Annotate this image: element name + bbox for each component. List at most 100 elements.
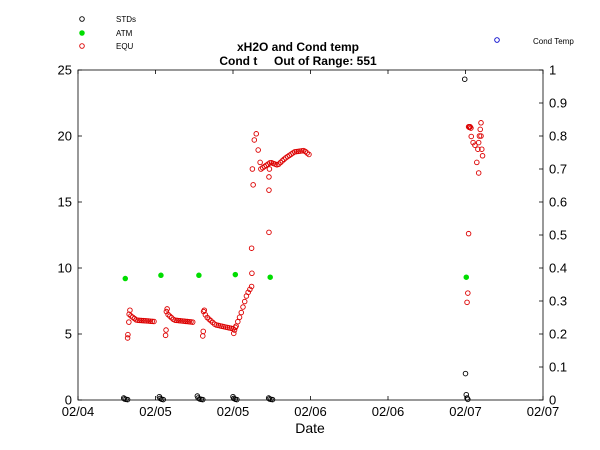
- data-point: [127, 307, 133, 313]
- y-tick-label: 0: [65, 393, 72, 408]
- series-equ: [124, 120, 486, 341]
- data-point: [165, 311, 171, 318]
- legend-marker-atm: [79, 30, 85, 36]
- data-point: [232, 271, 239, 278]
- data-point: [267, 160, 273, 166]
- y2-tick-label: 0.6: [549, 195, 567, 210]
- data-point: [474, 159, 480, 166]
- data-point: [200, 328, 206, 335]
- data-point: [151, 318, 157, 325]
- secondary-legend: Cond Temp: [494, 37, 574, 46]
- y2-tick-label: 0.4: [549, 261, 567, 276]
- data-point: [250, 182, 256, 188]
- data-point: [463, 274, 470, 280]
- data-point: [466, 124, 473, 130]
- chart-title: xH2O and Cond temp: [237, 40, 359, 54]
- x-tick-label: 02/05: [139, 404, 172, 419]
- data-point: [479, 146, 485, 152]
- legend-marker-cond-temp: [494, 37, 500, 43]
- chart-subtitle: Cond t Out of Range: 551: [219, 54, 377, 68]
- x-tick-label: 02/05: [217, 404, 250, 419]
- data-point: [158, 272, 164, 279]
- data-point: [247, 286, 253, 293]
- y2-axis-ticks: 0 0.1 0.2 0.3 0.4 0.5 0.6 0.7 0.8 0.9 1: [539, 63, 567, 408]
- data-point: [472, 142, 478, 148]
- y2-tick-label: 0: [549, 393, 556, 408]
- y-tick-label: 10: [58, 261, 72, 276]
- data-point: [122, 275, 129, 282]
- data-point: [140, 317, 147, 324]
- data-point: [230, 325, 236, 332]
- data-point: [164, 306, 170, 312]
- data-point: [167, 313, 173, 319]
- data-point: [240, 304, 246, 310]
- data-point: [147, 318, 154, 324]
- data-point: [168, 315, 175, 321]
- y2-tick-label: 0.3: [549, 294, 567, 309]
- y2-tick-label: 0.8: [549, 129, 567, 144]
- y2-tick-label: 0.9: [549, 96, 567, 111]
- data-point: [135, 317, 141, 324]
- data-point: [468, 125, 474, 131]
- data-point: [200, 396, 206, 403]
- data-point: [266, 166, 273, 172]
- legend-label-stds: STDs: [116, 15, 136, 24]
- data-point: [465, 396, 471, 403]
- y2-tick-label: 0.7: [549, 162, 567, 177]
- data-point: [462, 370, 469, 377]
- data-point: [149, 318, 155, 325]
- x-tick-label: 02/07: [527, 404, 560, 419]
- data-series: [120, 76, 486, 403]
- data-point: [251, 137, 258, 143]
- data-point: [160, 396, 166, 403]
- data-point: [125, 331, 131, 338]
- data-point: [234, 396, 240, 403]
- data-point: [465, 290, 471, 296]
- data-point: [249, 166, 256, 172]
- legend-label-atm: ATM: [116, 29, 133, 38]
- data-point: [189, 319, 196, 325]
- legend-label-equ: EQU: [116, 42, 134, 51]
- data-point: [126, 319, 132, 325]
- y2-tick-label: 1: [549, 63, 556, 78]
- data-point: [248, 245, 255, 251]
- y-tick-label: 15: [58, 195, 72, 210]
- data-point: [142, 318, 148, 324]
- series-atm: [122, 271, 470, 282]
- y2-tick-label: 0.2: [549, 327, 567, 342]
- data-point: [475, 170, 482, 176]
- data-point: [269, 396, 276, 403]
- data-point: [476, 133, 483, 139]
- data-point: [461, 76, 468, 82]
- legend-marker-equ: [79, 43, 85, 49]
- data-point: [248, 283, 255, 290]
- series-stds: [120, 76, 471, 403]
- data-point: [241, 298, 248, 305]
- data-point: [138, 317, 145, 324]
- data-point: [163, 327, 169, 333]
- data-point: [124, 335, 131, 341]
- data-point: [255, 147, 261, 153]
- y-tick-label: 20: [58, 129, 72, 144]
- data-point: [475, 146, 481, 152]
- data-point: [249, 270, 255, 277]
- data-point: [238, 309, 245, 316]
- data-point: [162, 332, 169, 339]
- legend-marker-stds: [79, 16, 85, 22]
- legend-label-cond-temp: Cond Temp: [533, 37, 574, 46]
- data-point: [464, 299, 470, 306]
- x-axis-label: Date: [295, 420, 325, 436]
- data-point: [182, 318, 189, 325]
- data-point: [478, 120, 484, 126]
- data-point: [257, 159, 263, 166]
- data-point: [465, 230, 472, 237]
- data-point: [475, 139, 482, 146]
- y-tick-label: 5: [65, 327, 72, 342]
- data-point: [468, 133, 474, 140]
- data-point: [306, 151, 312, 158]
- data-point: [245, 289, 251, 296]
- data-point: [124, 396, 131, 403]
- plot-area: [77, 69, 544, 401]
- data-point: [145, 318, 152, 324]
